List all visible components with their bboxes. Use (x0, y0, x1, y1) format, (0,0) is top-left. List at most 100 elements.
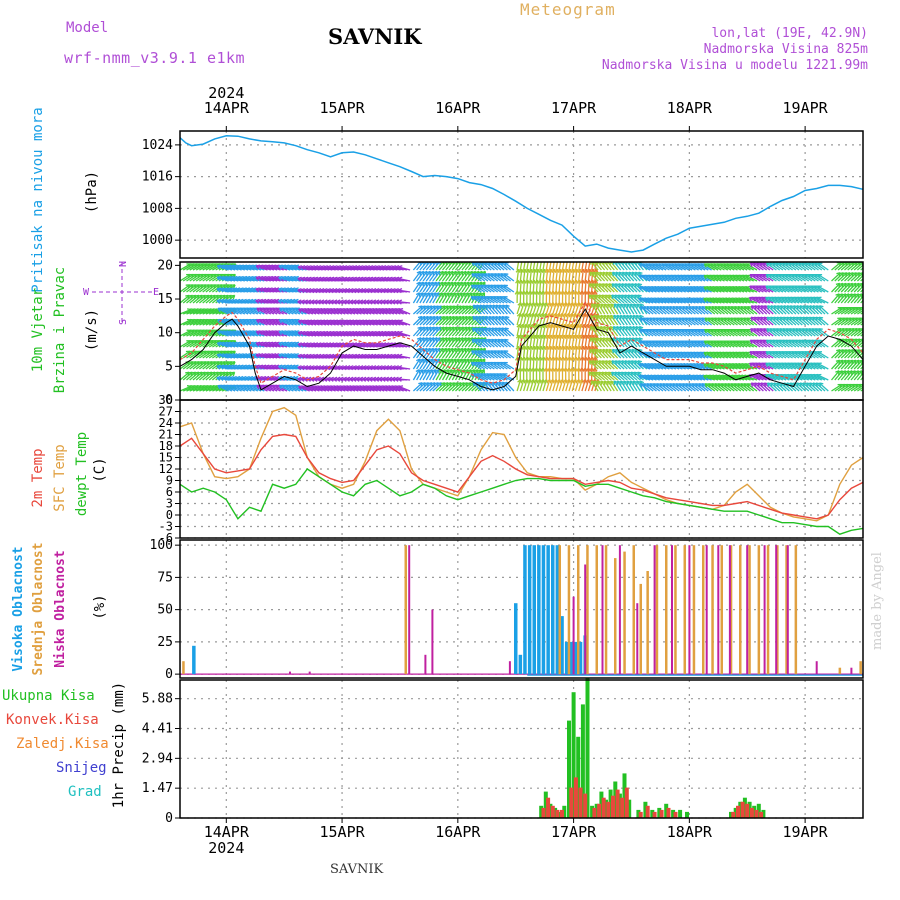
wind-arrow (623, 380, 632, 392)
wind-arrow (182, 371, 193, 381)
wind-arrow (464, 326, 474, 337)
wind-arrow-head (275, 341, 280, 347)
wind-arrow-head (452, 262, 458, 265)
wind-arrow (349, 331, 362, 337)
wind-arrow (458, 316, 468, 326)
wind-arrow (539, 346, 542, 359)
wind-arrow (208, 340, 220, 348)
wind-arrow (600, 314, 609, 326)
wind-arrow (542, 379, 548, 392)
wind-arrow (186, 329, 198, 337)
wind-arrow (497, 338, 508, 348)
wind-arrow-head (277, 298, 283, 304)
wind-arrow-head (593, 262, 598, 265)
wind-arrow (205, 294, 216, 304)
wind-arrow (307, 343, 320, 348)
wind-arrow (412, 281, 421, 293)
wind-arrow (422, 382, 433, 392)
wind-arrow (504, 316, 515, 326)
wind-arrow (669, 306, 680, 315)
wind-arrow (831, 349, 841, 359)
wind-arrow-head (242, 298, 247, 304)
wind-arrow (478, 316, 489, 326)
wind-arrow (186, 308, 198, 315)
wind-arrow (597, 314, 606, 326)
wind-arrow (432, 292, 440, 304)
wind-arrow-head (330, 330, 335, 336)
wind-arrow-head (368, 342, 374, 348)
wind-arrow (441, 347, 451, 359)
wind-arrow-head (394, 330, 400, 336)
wind-arrow-head (252, 287, 257, 293)
wind-arrow-head (622, 262, 627, 265)
wind-arrow (561, 279, 564, 293)
wind-arrow (448, 305, 459, 315)
wind-arrow (587, 346, 591, 359)
wind-arrow (180, 273, 191, 282)
wind-arrow (767, 382, 777, 392)
wind-arrow (199, 350, 210, 359)
wind-arrow (605, 283, 615, 293)
wind-arrow (558, 262, 562, 271)
wind-arrow-head (670, 374, 676, 380)
wind-arrow (840, 359, 850, 370)
wind-arrow (831, 282, 841, 293)
wind-arrow (643, 306, 654, 315)
wind-arrow (454, 271, 464, 282)
wind-arrow-head (333, 376, 338, 382)
wind-arrow (220, 354, 233, 359)
wind-arrow (482, 316, 492, 326)
wind-arrow (398, 301, 411, 304)
wind-arrow (561, 356, 564, 370)
wind-arrow (226, 276, 239, 282)
wind-arrow (180, 361, 190, 370)
wind-arrow (746, 263, 758, 271)
wind-arrow (796, 305, 807, 315)
wind-arrow (333, 343, 346, 348)
wind-arrow (760, 316, 771, 326)
wind-arrow (630, 303, 638, 315)
wind-arrow (395, 343, 408, 348)
wind-arrow-head (329, 276, 335, 282)
wind-arrow (631, 348, 641, 359)
wind-arrow-head (746, 263, 751, 268)
wind-arrow (438, 316, 449, 326)
wind-arrow-head (336, 287, 341, 294)
wind-arrow (831, 370, 840, 381)
wind-arrow (192, 284, 204, 293)
wind-arrow (602, 348, 612, 359)
wind-arrow-head (599, 262, 604, 265)
wind-arrow (740, 306, 751, 315)
wind-arrow-head (615, 262, 621, 265)
wind-arrow (617, 303, 625, 315)
wind-arrow-head (323, 287, 328, 294)
wind-arrow-head (297, 330, 303, 336)
wind-arrow (837, 317, 849, 326)
wind-arrow (611, 294, 622, 304)
wind-arrow (429, 382, 439, 392)
wind-arrow-head (375, 287, 380, 294)
wind-arrow (601, 371, 612, 381)
wind-arrow-head (274, 364, 280, 370)
wind-arrow (565, 324, 569, 337)
wind-arrow (375, 266, 388, 271)
wind-arrow (578, 262, 581, 271)
wind-arrow (607, 303, 615, 315)
wind-arrow (831, 338, 842, 348)
wind-arrow (180, 371, 190, 381)
wind-arrow-head (715, 374, 721, 380)
wind-arrow (757, 382, 768, 392)
wind-arrow (189, 263, 201, 271)
wind-arrow-head (339, 330, 345, 336)
wind-arrow (535, 356, 538, 370)
wind-arrow (445, 316, 455, 326)
wind-arrow (529, 269, 533, 282)
wind-arrow (812, 382, 823, 392)
wind-arrow (529, 302, 535, 315)
wind-arrow-head (216, 375, 221, 381)
wind-arrow (202, 273, 214, 282)
wind-arrow (425, 326, 435, 337)
wind-arrow (425, 292, 434, 304)
wind-arrow (565, 334, 569, 348)
wind-arrow (419, 369, 427, 381)
